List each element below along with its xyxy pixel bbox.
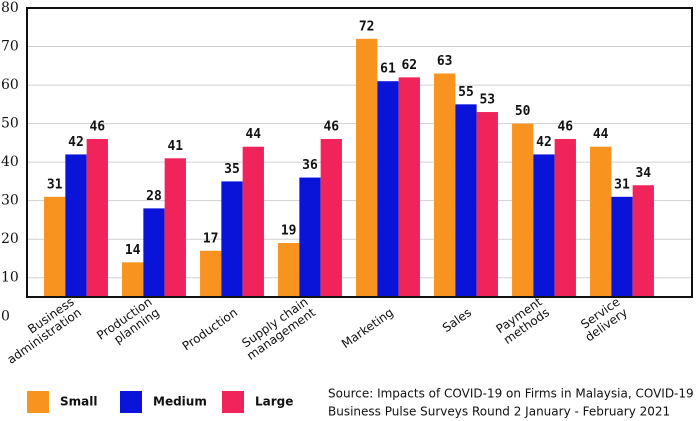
x-tick-label: Paymentmethods <box>493 294 552 346</box>
bar <box>512 123 534 297</box>
bar <box>590 146 612 297</box>
y-tick-label: 80 <box>1 0 19 16</box>
y-tick-label: 0 <box>1 308 10 324</box>
y-tick-label: 20 <box>1 231 19 247</box>
y-tick-label: 70 <box>1 39 19 55</box>
bar <box>632 185 654 297</box>
value-label: 46 <box>323 120 339 135</box>
value-label: 42 <box>68 135 84 150</box>
x-tick-label: Marketing <box>339 305 396 351</box>
value-label: 28 <box>146 189 162 204</box>
value-label: 63 <box>437 54 453 69</box>
legend-label: Large <box>255 395 293 409</box>
y-tick-label: 60 <box>1 77 19 93</box>
value-label: 19 <box>281 224 297 239</box>
value-label: 44 <box>593 127 609 142</box>
bar <box>356 38 378 298</box>
bar <box>221 181 243 297</box>
bar <box>44 196 66 297</box>
bar <box>320 139 342 297</box>
bar <box>65 154 87 297</box>
bar <box>434 73 456 297</box>
x-tick-label: Production <box>179 305 239 353</box>
bar <box>122 262 144 297</box>
bar <box>143 208 165 297</box>
bar <box>242 146 264 297</box>
x-tick-label: Businessadministration <box>0 294 84 366</box>
bar <box>299 177 321 297</box>
value-label: 72 <box>359 19 375 34</box>
bar <box>611 196 633 297</box>
value-label: 31 <box>47 177 63 192</box>
value-label: 17 <box>203 231 219 246</box>
legend-swatch <box>120 391 142 413</box>
bar <box>476 112 498 297</box>
value-label: 62 <box>401 58 417 73</box>
value-label: 44 <box>245 127 261 142</box>
value-label: 50 <box>515 104 531 119</box>
bar <box>533 154 555 297</box>
x-tick-label: Supply chainmanagement <box>236 294 318 362</box>
x-tick-label: Servicedelivery <box>575 294 630 344</box>
value-label: 34 <box>635 166 651 181</box>
bar <box>164 158 186 297</box>
value-label: 35 <box>224 162 240 177</box>
y-tick-label: 30 <box>1 193 19 209</box>
x-tick-label: Sales <box>440 305 474 335</box>
value-label: 36 <box>302 158 318 173</box>
y-tick-label: 50 <box>1 116 19 132</box>
value-label: 55 <box>458 85 474 100</box>
bar <box>86 139 108 297</box>
bar <box>200 250 222 297</box>
x-tick-label-line: Production <box>179 305 239 353</box>
source-note: Source: Impacts of COVID-19 on Firms in … <box>328 387 694 401</box>
x-tick-label-line: Sales <box>440 305 474 335</box>
y-tick-label: 40 <box>1 154 19 170</box>
bar <box>377 81 399 297</box>
y-tick-label: 10 <box>1 270 19 286</box>
source-note: Business Pulse Surveys Round 2 January -… <box>328 405 670 419</box>
value-label: 42 <box>536 135 552 150</box>
x-tick-label: Productionplanning <box>94 294 162 353</box>
bar <box>455 104 477 297</box>
bar <box>398 77 420 297</box>
legend-swatch <box>27 391 49 413</box>
legend-swatch <box>222 391 244 413</box>
plot-frame <box>26 7 693 298</box>
value-label: 46 <box>89 120 105 135</box>
bar <box>278 243 300 297</box>
value-label: 53 <box>479 93 495 108</box>
value-label: 14 <box>125 243 141 258</box>
value-label: 61 <box>380 62 396 77</box>
value-label: 31 <box>614 177 630 192</box>
legend-label: Medium <box>153 395 207 409</box>
legend-label: Small <box>60 395 97 409</box>
value-label: 46 <box>557 120 573 135</box>
x-tick-label-line: Marketing <box>339 305 396 351</box>
bar <box>554 139 576 297</box>
value-label: 41 <box>167 139 183 154</box>
